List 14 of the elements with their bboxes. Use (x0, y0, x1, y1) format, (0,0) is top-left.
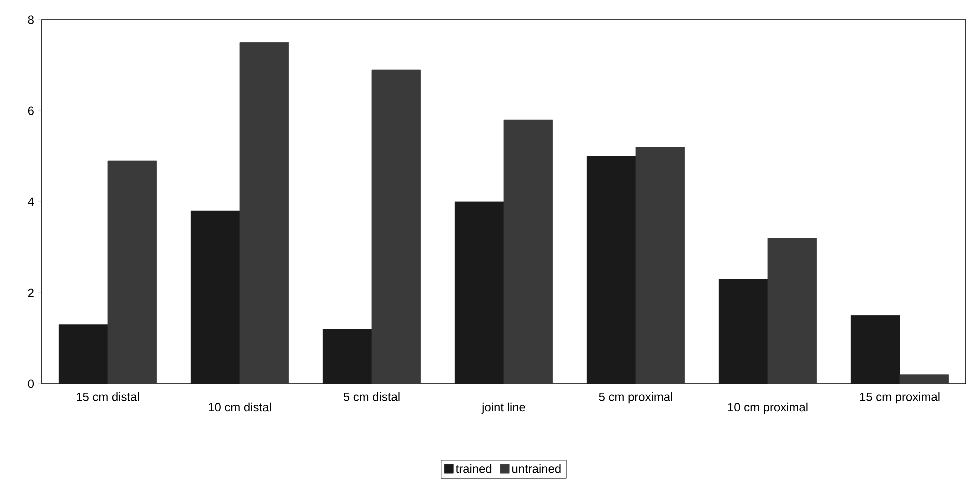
x-tick-label: 5 cm distal (344, 392, 400, 402)
x-tick-label: 15 cm distal (77, 392, 140, 402)
legend-label: trained (456, 464, 492, 474)
y-tick-label: 6 (28, 106, 34, 116)
y-tick-label: 4 (28, 198, 34, 206)
x-tick-label: 10 cm proximal (728, 402, 808, 414)
x-tick-label: 10 cm distal (209, 402, 272, 412)
legend-label: untrained (512, 464, 561, 474)
x-tick-label: joint line (482, 402, 526, 414)
x-tick-label: 15 cm proximal (860, 392, 940, 404)
y-tick-label: 0 (28, 380, 34, 388)
y-tick-label: 2 (28, 288, 34, 298)
x-tick-label: 5 cm proximal (599, 392, 672, 404)
y-tick-label: 8 (28, 16, 34, 24)
